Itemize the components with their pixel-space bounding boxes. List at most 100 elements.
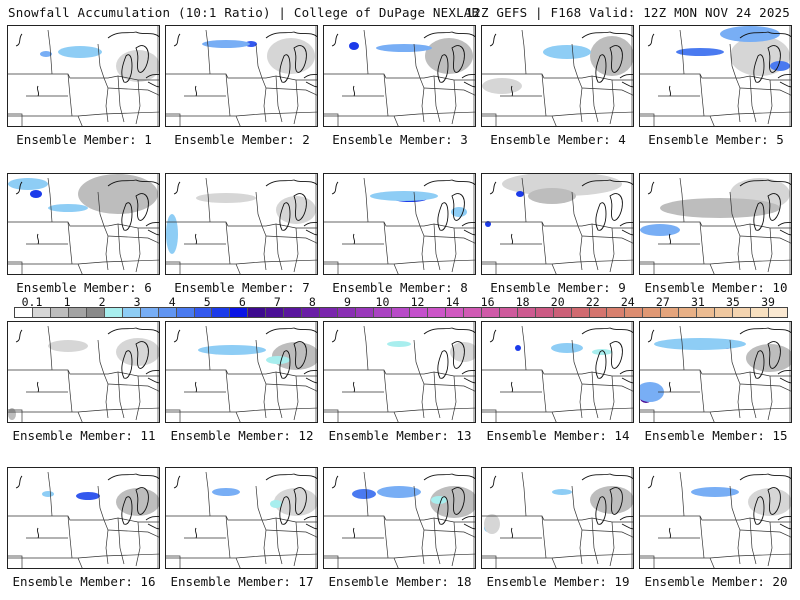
snowfall-contour [202, 40, 250, 48]
colorbar-segment [409, 308, 428, 317]
colorbar-segment [643, 308, 662, 317]
snowfall-contour [78, 174, 158, 214]
snowfall-contour [376, 44, 432, 52]
colorbar-tick-label: 3 [133, 295, 141, 309]
map-svg [8, 26, 159, 126]
colorbar-segment [122, 308, 141, 317]
colorbar-segment [194, 308, 213, 317]
colorbar-segment [445, 308, 464, 317]
colorbar-tick-label: 9 [343, 295, 351, 309]
ensemble-member-label: Ensemble Member: 4 [490, 132, 626, 147]
snowfall-contour [267, 38, 315, 74]
colorbar-segment [427, 308, 446, 317]
colorbar-segment [517, 308, 536, 317]
map-svg [166, 174, 317, 274]
colorbar-segment [607, 308, 626, 317]
colorbar-tick-label: 20 [550, 295, 565, 309]
snowfall-contour [451, 207, 467, 217]
colorbar-segment [499, 308, 518, 317]
colorbar-tick-label: 6 [238, 295, 246, 309]
snowfall-contour [528, 188, 576, 204]
snowfall-contour [502, 174, 622, 196]
ensemble-member-label: Ensemble Member: 11 [12, 428, 156, 443]
ensemble-member-label: Ensemble Member: 16 [12, 574, 156, 589]
ensemble-member-label: Ensemble Member: 13 [328, 428, 472, 443]
colorbar-tick-label: 8 [308, 295, 316, 309]
ensemble-map-panel [323, 467, 476, 569]
colorbar-segment [230, 308, 249, 317]
colorbar-segment [589, 308, 608, 317]
colorbar-tick-label: 31 [690, 295, 705, 309]
colorbar-segment [769, 308, 787, 317]
colorbar-segment [266, 308, 285, 317]
map-svg [640, 174, 791, 274]
map-svg [482, 174, 633, 274]
map-svg [482, 322, 633, 422]
colorbar-segment [158, 308, 177, 317]
colorbar-segment [535, 308, 554, 317]
ensemble-map-panel [639, 25, 792, 127]
snowfall-contour [349, 42, 359, 50]
ensemble-map-panel [639, 173, 792, 275]
colorbar-segment [553, 308, 572, 317]
map-svg [166, 468, 317, 568]
colorbar-tick-label: 35 [726, 295, 740, 309]
snowfall-contour [720, 26, 780, 42]
map-svg [166, 26, 317, 126]
colorbar-segment [140, 308, 159, 317]
snowfall-contour [58, 46, 102, 58]
snowfall-contour [8, 178, 48, 190]
ensemble-map-panel [323, 25, 476, 127]
colorbar-tick-label: 22 [585, 295, 600, 309]
ensemble-map-panel [165, 25, 318, 127]
colorbar-segment [338, 308, 357, 317]
colorbar-segment [176, 308, 195, 317]
ensemble-member-label: Ensemble Member: 17 [170, 574, 314, 589]
snowfall-contour [48, 204, 88, 212]
snowfall-contour [425, 38, 473, 74]
colorbar-segment [661, 308, 680, 317]
map-svg [166, 322, 317, 422]
snowfall-contour [270, 500, 282, 508]
ensemble-member-label: Ensemble Member: 19 [486, 574, 630, 589]
map-svg [640, 322, 791, 422]
ensemble-member-label: Ensemble Member: 18 [328, 574, 472, 589]
colorbar-segment [679, 308, 698, 317]
colorbar-segment [481, 308, 500, 317]
colorbar-tick-label: 16 [480, 295, 495, 309]
ensemble-map-panel [7, 173, 160, 275]
map-title: Snowfall Accumulation (10:1 Ratio) | Col… [8, 5, 480, 20]
colorbar-segment [212, 308, 231, 317]
snowfall-contour [166, 214, 178, 254]
colorbar-segment [104, 308, 123, 317]
snowfall-contour [543, 45, 591, 59]
ensemble-member-label: Ensemble Member: 10 [644, 280, 788, 295]
ensemble-map-panel [323, 173, 476, 275]
colorbar-tick-label: 5 [203, 295, 211, 309]
snowfall-contour [212, 488, 240, 496]
map-svg [8, 174, 159, 274]
snowfall-contour [746, 344, 791, 372]
colorbar-tick-label: 12 [410, 295, 425, 309]
colorbar-segment [248, 308, 267, 317]
colorbar-tick-label: 39 [761, 295, 775, 309]
ensemble-map-panel [639, 467, 792, 569]
colorbar-segment [751, 308, 770, 317]
snowfall-contour [196, 193, 256, 203]
colorbar-segment [356, 308, 375, 317]
snowfall-contour [198, 345, 266, 355]
ensemble-member-label: Ensemble Member: 6 [16, 280, 152, 295]
snowfall-contour [42, 491, 54, 497]
ensemble-map-panel [481, 321, 634, 423]
snowfall-contour [484, 514, 500, 534]
snowfall-contour [654, 338, 746, 350]
ensemble-member-label: Ensemble Member: 3 [332, 132, 468, 147]
ensemble-member-label: Ensemble Member: 9 [490, 280, 626, 295]
colorbar-segment [571, 308, 590, 317]
colorbar-segment [715, 308, 734, 317]
colorbar-tick-label: 14 [445, 295, 460, 309]
colorbar-segment [86, 308, 105, 317]
snowfall-contour [8, 408, 16, 420]
snowfall-contour [387, 341, 411, 347]
ensemble-map-panel [165, 173, 318, 275]
